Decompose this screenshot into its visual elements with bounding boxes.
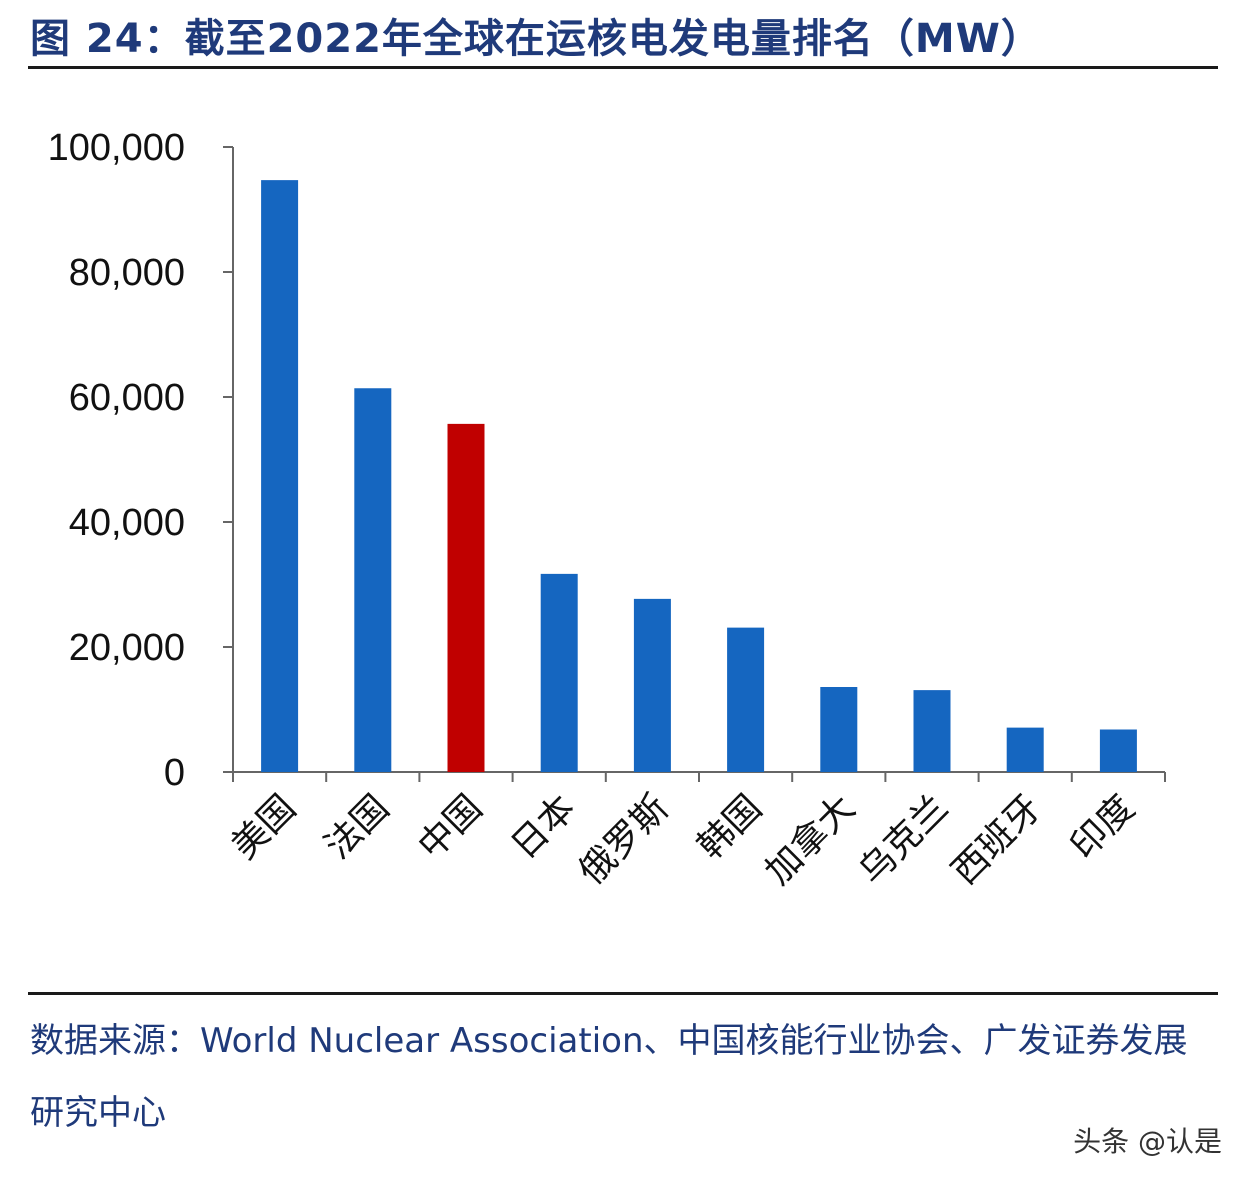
source-note: 数据来源：World Nuclear Association、中国核能行业协会、… <box>30 1021 1188 1133</box>
x-category-label: 中国 <box>410 787 490 867</box>
y-tick-label: 80,000 <box>69 252 185 294</box>
y-tick-label: 40,000 <box>69 502 185 544</box>
x-category-label: 俄罗斯 <box>571 787 676 892</box>
x-category-label: 加拿大 <box>758 787 863 892</box>
bar-4 <box>633 598 671 772</box>
bar-7 <box>913 690 951 772</box>
y-tick-label: 100,000 <box>48 127 185 169</box>
bar-9 <box>1099 729 1137 772</box>
bar-1 <box>354 388 392 772</box>
bar-2 <box>447 423 485 772</box>
bar-5 <box>727 627 765 772</box>
x-category-label: 法国 <box>317 787 397 867</box>
y-tick-label: 0 <box>164 752 185 794</box>
y-tick-label: 20,000 <box>69 627 185 669</box>
bottom-rule <box>28 992 1218 995</box>
x-category-label: 美国 <box>224 787 304 867</box>
chart-title: 图 24：截至2022年全球在运核电发电量排名（MW） <box>30 16 1042 62</box>
x-category-label: 西班牙 <box>944 787 1049 892</box>
bar-6 <box>820 687 858 772</box>
x-category-label: 乌克兰 <box>851 787 956 892</box>
watermark: 头条 @认是 <box>1073 1125 1222 1158</box>
bar-8 <box>1006 727 1044 772</box>
bar-0 <box>261 180 299 772</box>
top-rule <box>28 66 1218 69</box>
bar-chart: 0 20,000 40,000 60,000 80,000 100,000 美国 法国 中国 日本… <box>48 127 1166 893</box>
bar-3 <box>540 573 578 772</box>
x-category-label: 韩国 <box>690 787 770 867</box>
x-category-label: 印度 <box>1063 787 1143 867</box>
y-tick-label: 60,000 <box>69 377 185 419</box>
x-category-label: 日本 <box>504 787 584 867</box>
